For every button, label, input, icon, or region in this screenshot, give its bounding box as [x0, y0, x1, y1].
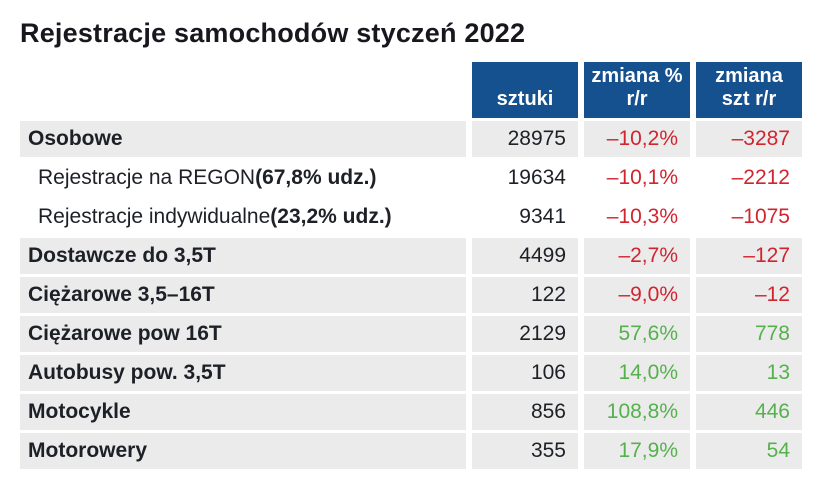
abs-change-value: 778	[696, 316, 802, 352]
pct-change-value: 14,0%	[584, 355, 690, 391]
abs-change-value: –2212	[696, 160, 802, 196]
row-label-osobowe: Osobowe	[20, 121, 466, 157]
row-label-text: Rejestracje indywidualne	[38, 205, 271, 228]
row-label-text: Motorowery	[28, 439, 148, 462]
abs-change-value: –12	[696, 277, 802, 313]
header-spacer-cell	[20, 62, 466, 118]
pct-change-value: 57,6%	[584, 316, 690, 352]
column-header-zmiana-pct: zmiana % r/r	[584, 62, 690, 118]
row-label-note: (67,8% udz.)	[255, 166, 377, 189]
row-label-text: Dostawcze do 3,5T	[28, 244, 216, 267]
row-label-text: Ciężarowe pow 16T	[28, 322, 222, 345]
pct-change-value: 108,8%	[584, 394, 690, 430]
row-label-autobusy: Autobusy pow. 3,5T	[20, 355, 466, 391]
units-value: 122	[472, 277, 578, 313]
units-value: 856	[472, 394, 578, 430]
abs-change-value: 13	[696, 355, 802, 391]
row-label-note: (23,2% udz.)	[270, 205, 392, 228]
column-header-zmiana-szt: zmiana szt r/r	[696, 62, 802, 118]
row-label-text: Rejestracje na REGON	[38, 166, 256, 189]
units-value: 28975	[472, 121, 578, 157]
abs-change-value: 446	[696, 394, 802, 430]
row-label-ciezarowe-3-5-16t: Ciężarowe 3,5–16T	[20, 277, 466, 313]
units-value: 9341	[472, 199, 578, 235]
row-label-text: Motocykle	[28, 400, 131, 423]
row-label-ciezarowe-pow-16t: Ciężarowe pow 16T	[20, 316, 466, 352]
abs-change-value: 54	[696, 433, 802, 469]
page-title: Rejestracje samochodów styczeń 2022	[20, 18, 526, 48]
row-label-indywidualne: Rejestracje indywidualne (23,2% udz.)	[20, 199, 466, 235]
row-label-text: Osobowe	[28, 127, 123, 150]
row-label-regon: Rejestracje na REGON (67,8% udz.)	[20, 160, 466, 196]
pct-change-value: –10,1%	[584, 160, 690, 196]
units-value: 106	[472, 355, 578, 391]
abs-change-value: –127	[696, 238, 802, 274]
abs-change-value: –3287	[696, 121, 802, 157]
row-label-dostawcze: Dostawcze do 3,5T	[20, 238, 466, 274]
pct-change-value: 17,9%	[584, 433, 690, 469]
row-label-motorowery: Motorowery	[20, 433, 466, 469]
row-label-text: Autobusy pow. 3,5T	[28, 361, 226, 384]
units-value: 19634	[472, 160, 578, 196]
registrations-table: sztuki zmiana % r/r zmiana szt r/r Osobo…	[20, 62, 802, 469]
row-label-motocykle: Motocykle	[20, 394, 466, 430]
abs-change-value: –1075	[696, 199, 802, 235]
units-value: 4499	[472, 238, 578, 274]
units-value: 355	[472, 433, 578, 469]
pct-change-value: –10,3%	[584, 199, 690, 235]
pct-change-value: –9,0%	[584, 277, 690, 313]
row-label-text: Ciężarowe 3,5–16T	[28, 283, 215, 306]
column-header-sztuki: sztuki	[472, 62, 578, 118]
units-value: 2129	[472, 316, 578, 352]
pct-change-value: –10,2%	[584, 121, 690, 157]
pct-change-value: –2,7%	[584, 238, 690, 274]
